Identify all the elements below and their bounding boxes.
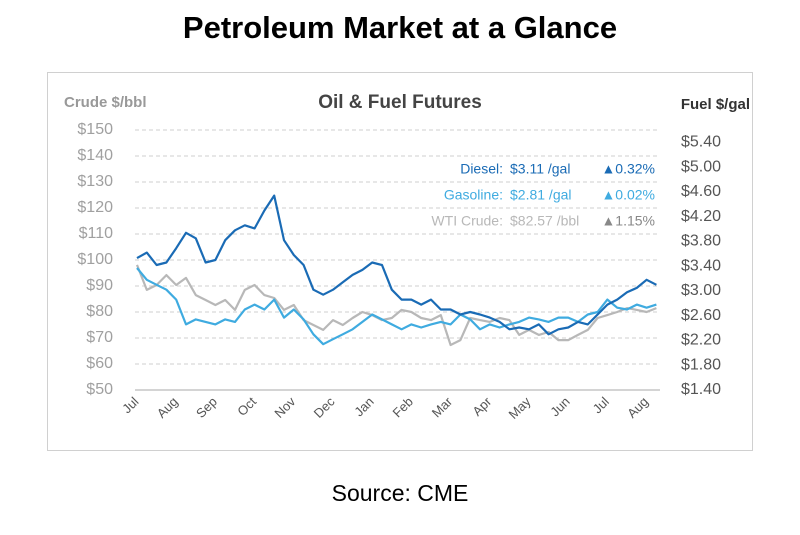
y2-axis-label: Fuel $/gal xyxy=(681,96,750,113)
legend-price: $3.11 /gal xyxy=(510,161,570,177)
y-tick-label: $60 xyxy=(86,355,113,372)
chart-frame xyxy=(47,72,753,451)
legend-change: ▲1.15% xyxy=(601,213,655,229)
y2-tick-label: $3.40 xyxy=(681,257,721,274)
legend-label: WTI Crude: xyxy=(431,213,503,229)
series-line xyxy=(136,267,657,346)
y-tick-label: $150 xyxy=(77,121,113,138)
series-line xyxy=(136,194,657,336)
y2-tick-label: $4.20 xyxy=(681,208,721,225)
page-title: Petroleum Market at a Glance xyxy=(182,10,618,45)
y2-tick-label: $5.00 xyxy=(681,158,721,175)
y-axis-label: Crude $/bbl xyxy=(64,94,147,111)
y-tick-label: $70 xyxy=(86,329,113,346)
y-tick-label: $90 xyxy=(86,277,113,294)
legend-change: ▲0.32% xyxy=(601,161,655,177)
y2-tick-label: $1.80 xyxy=(681,356,721,373)
legend-price: $2.81 /gal xyxy=(510,187,572,203)
source-note: Source: CME xyxy=(331,480,469,506)
y2-tick-label: $5.40 xyxy=(681,134,721,151)
y-tick-label: $140 xyxy=(77,147,113,164)
y2-tick-label: $3.80 xyxy=(681,233,721,250)
legend-change: ▲0.02% xyxy=(601,187,655,203)
legend-price: $82.57 /bbl xyxy=(510,213,579,229)
chart-title: Oil & Fuel Futures xyxy=(318,92,482,113)
legend-label: Gasoline: xyxy=(444,187,503,203)
y-tick-label: $100 xyxy=(77,251,113,268)
y-tick-label: $120 xyxy=(77,199,113,216)
y2-tick-label: $3.00 xyxy=(681,282,721,299)
y2-tick-label: $4.60 xyxy=(681,183,721,200)
y2-tick-label: $1.40 xyxy=(681,381,721,398)
y-tick-label: $110 xyxy=(79,225,114,242)
legend-label: Diesel: xyxy=(460,161,503,177)
y2-tick-label: $2.60 xyxy=(681,307,721,324)
y2-tick-label: $2.20 xyxy=(681,332,721,349)
y-tick-label: $50 xyxy=(86,381,113,398)
y-tick-label: $80 xyxy=(86,303,113,320)
y-tick-label: $130 xyxy=(77,173,113,190)
series-line xyxy=(135,264,657,347)
